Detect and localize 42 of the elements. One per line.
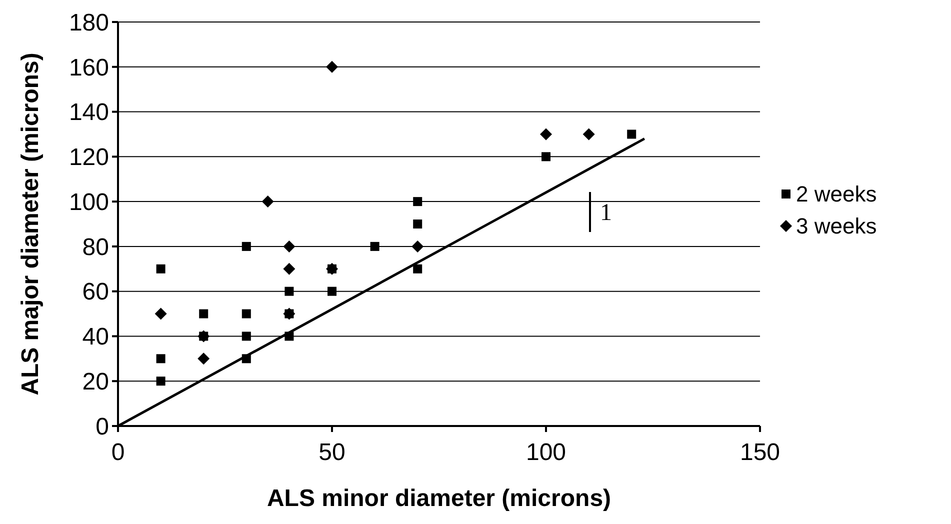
point: [582, 128, 595, 140]
y-tick-label: 20: [82, 368, 109, 396]
point: [370, 242, 380, 251]
point: [198, 352, 210, 365]
point: [242, 332, 251, 341]
annotation: 1: [600, 200, 612, 226]
point: [262, 196, 274, 208]
point: [627, 130, 636, 139]
point: [542, 152, 550, 162]
y-tick-label: 140: [68, 99, 109, 126]
point: [156, 354, 166, 364]
point: [413, 264, 422, 274]
point: [540, 128, 552, 140]
point: [156, 264, 166, 274]
y-tick-label: 60: [82, 278, 109, 306]
point: [413, 220, 422, 228]
point: [156, 376, 166, 386]
y-tick-label: 80: [82, 234, 109, 261]
point: [413, 197, 422, 206]
legend-label: 2 weeks: [796, 182, 877, 207]
x-tick-label: 150: [740, 439, 780, 466]
point: [326, 60, 338, 73]
point: [242, 242, 251, 251]
point: [242, 309, 251, 318]
x-tick-label: 100: [526, 439, 566, 466]
y-tick-label: 160: [68, 54, 109, 82]
y-axis-title: ALS major diameter (microns): [17, 52, 44, 396]
x-axis-title: ALS minor diameter (microns): [266, 485, 612, 512]
point: [283, 240, 296, 252]
y-tick-label: 100: [68, 188, 109, 216]
point: [283, 262, 296, 275]
y-tick-label: 180: [68, 9, 109, 36]
y-tick-label: 40: [82, 324, 109, 351]
point: [328, 286, 336, 296]
point: [284, 286, 294, 296]
y-tick-label: 0: [96, 413, 109, 440]
x-tick-label: 50: [318, 439, 346, 466]
y-tick-label: 120: [68, 144, 109, 172]
legend-label: 3 weeks: [796, 214, 877, 239]
point: [199, 309, 208, 318]
point: [154, 308, 167, 320]
point: [412, 240, 424, 252]
